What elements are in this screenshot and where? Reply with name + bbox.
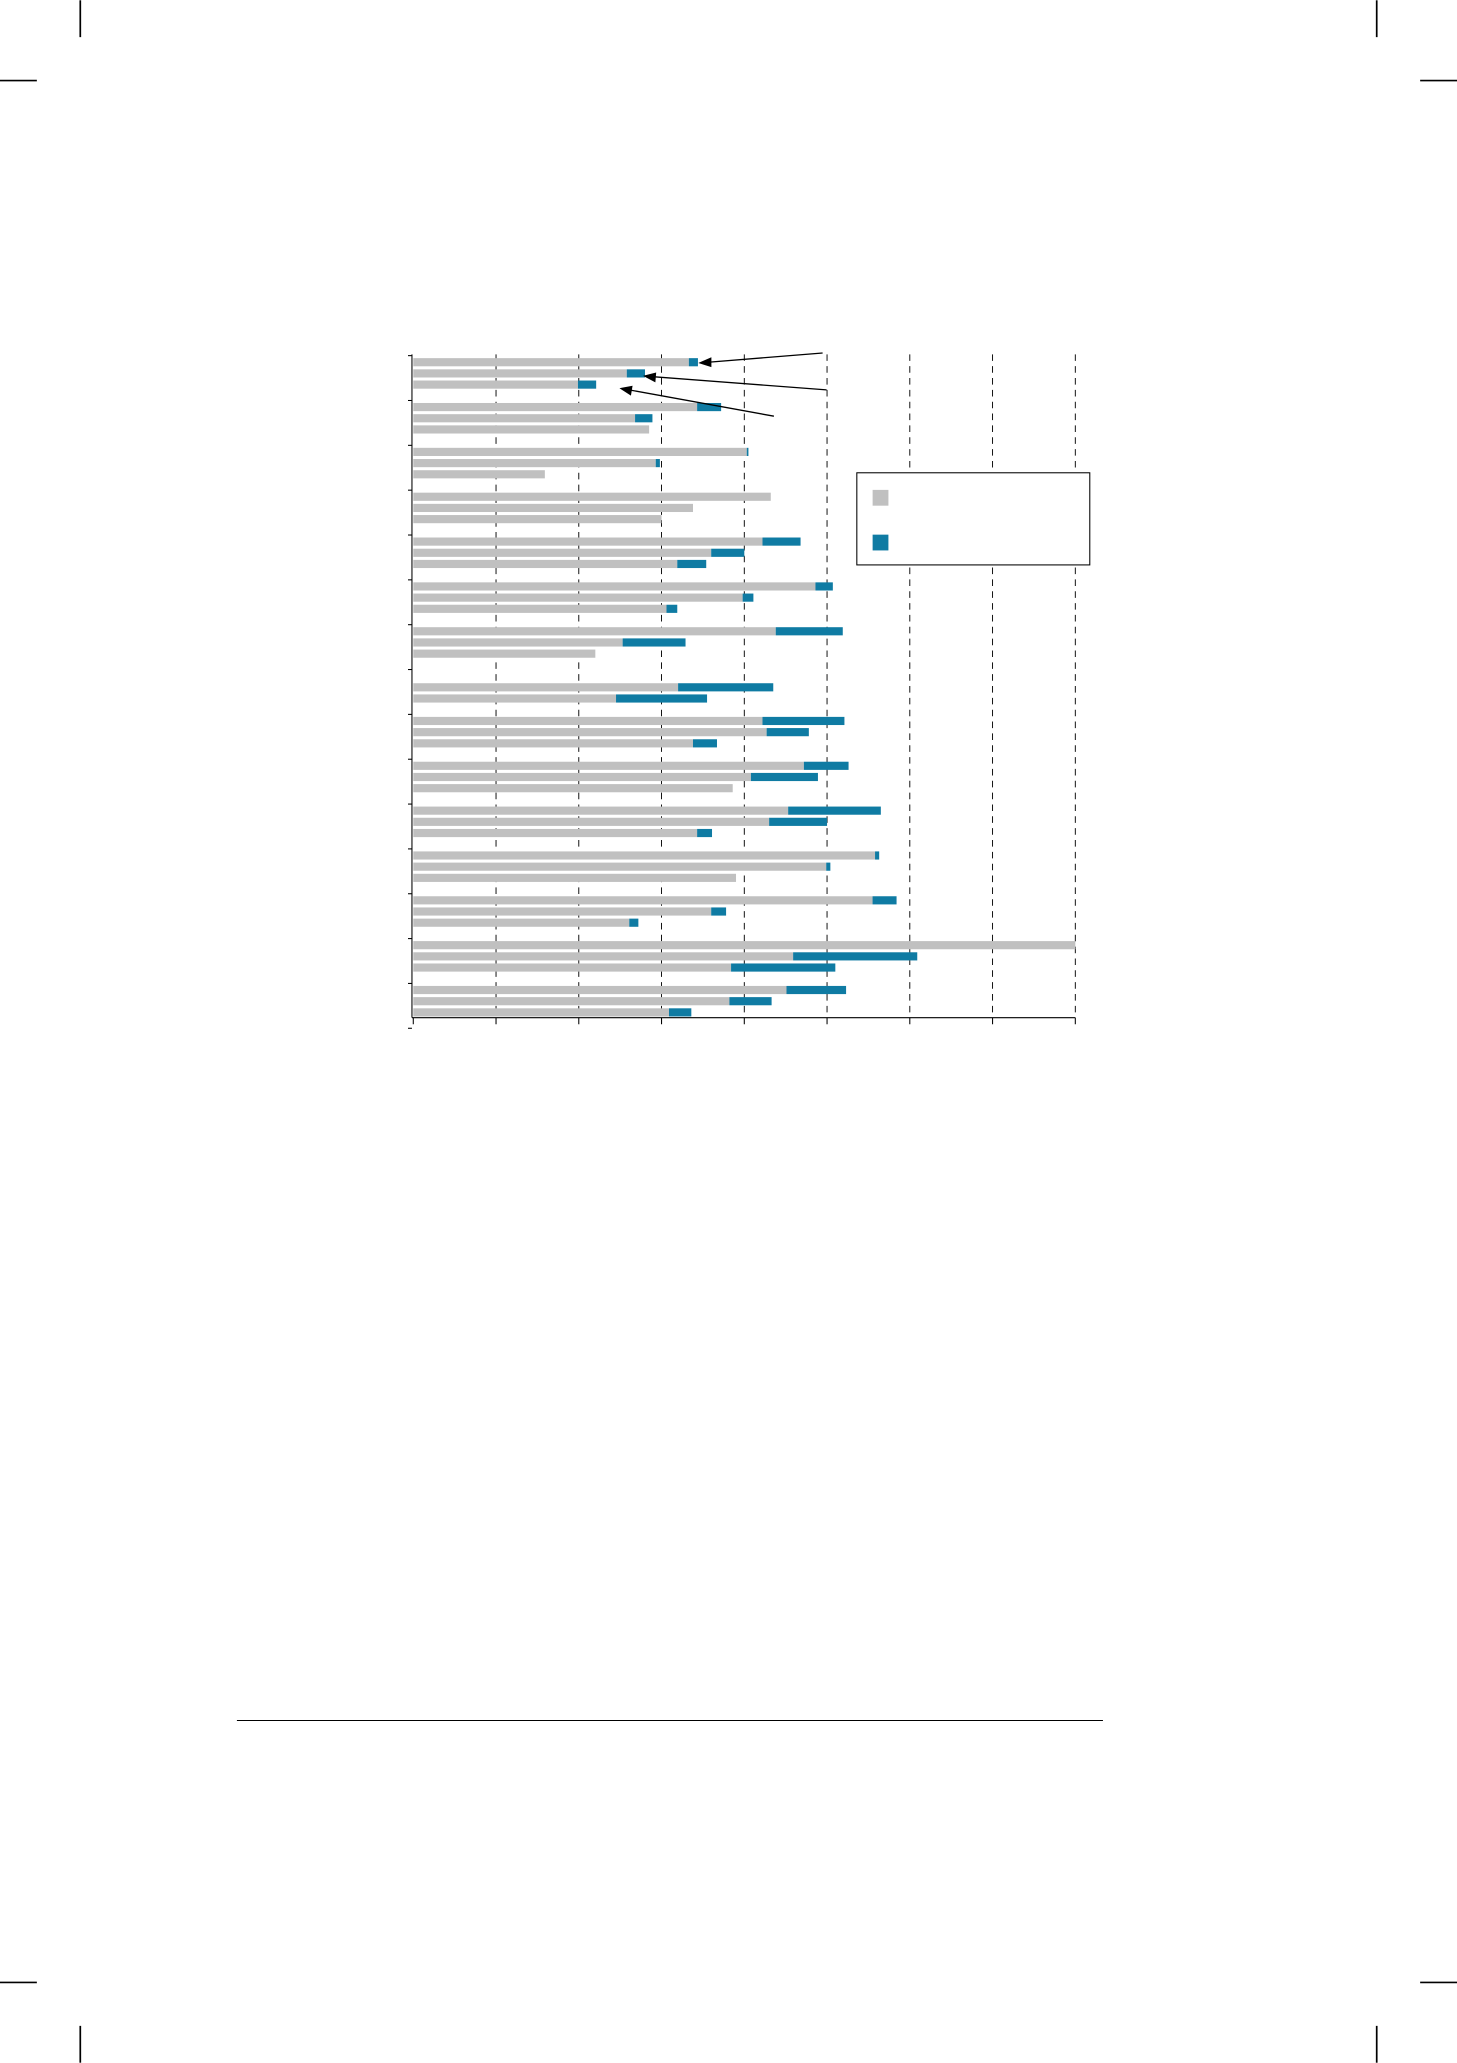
bar-segment (668, 1008, 692, 1017)
bar-segment (413, 985, 787, 995)
bar-segment (711, 548, 745, 557)
bar-segment (413, 851, 876, 860)
bar-segment (413, 761, 804, 770)
bar-segment (413, 638, 623, 647)
bar-segment (413, 425, 650, 434)
bar-segment (413, 941, 1076, 950)
bar-segment (746, 447, 749, 456)
bar-segment (413, 997, 730, 1006)
bar-segment (762, 716, 845, 726)
bar-segment (413, 380, 578, 389)
bar-segment (697, 402, 722, 412)
bar-segment (629, 918, 639, 927)
bar-segment (413, 728, 767, 737)
bar-segment (766, 728, 809, 737)
bar-segment (815, 582, 833, 591)
bar-segment (413, 627, 776, 636)
bar-segment (678, 683, 774, 692)
bar-segment (577, 380, 597, 389)
bar-segment (826, 862, 831, 871)
bar-segment (616, 694, 708, 703)
bar-segment (413, 369, 627, 378)
bar-segment (413, 515, 662, 524)
bar-segment (711, 907, 727, 916)
bar-segment (413, 548, 712, 557)
bar-segment (635, 414, 653, 423)
bar-segment (762, 537, 801, 546)
bar-segment (413, 459, 656, 468)
bar-segment (413, 806, 789, 815)
bar-segment (413, 447, 747, 456)
bar-segment (413, 862, 827, 871)
bar-segment (750, 772, 818, 782)
bar-segment (413, 873, 737, 882)
bar-segment (413, 716, 763, 726)
bar-segment (786, 985, 847, 995)
bar-segment (793, 952, 918, 961)
bar-segment (769, 817, 828, 826)
bar-segment (622, 638, 686, 647)
bar-segment (666, 604, 678, 613)
bar-segment (413, 683, 679, 692)
bar-segment (413, 952, 794, 961)
bar-segment (775, 627, 843, 636)
annotation-arrows (619, 352, 827, 417)
bar-segment (688, 358, 698, 367)
bar-segment (413, 694, 617, 703)
bar-segment (677, 559, 707, 569)
bar-segment (413, 649, 596, 658)
bar-segment (626, 369, 645, 378)
bar-segment (413, 739, 693, 748)
bar-segment (413, 593, 743, 602)
bar-segment (413, 896, 873, 905)
bar-segment (788, 806, 881, 815)
legend-swatch (872, 534, 889, 551)
bar-segment (413, 358, 689, 367)
bar-segment (413, 559, 678, 569)
bar-segment (413, 414, 636, 423)
bar-segment (413, 784, 733, 793)
bar-segment (803, 761, 849, 770)
bar-segment (413, 918, 630, 927)
bar-segment (413, 503, 693, 513)
bar-segment (413, 470, 545, 479)
bar-segment (413, 492, 771, 501)
bar-segment (413, 582, 816, 591)
bar-segment (872, 896, 897, 905)
bar-segment (413, 1008, 669, 1017)
legend (856, 472, 1091, 566)
legend-box (856, 472, 1091, 566)
bar-segment (731, 963, 836, 972)
bar-segment (742, 593, 754, 602)
legend-swatch (872, 489, 889, 506)
bar-segment (413, 817, 770, 826)
bar-segment (413, 402, 698, 412)
bar-segment (413, 772, 751, 782)
bar-segment (729, 997, 772, 1006)
bar-segment (413, 963, 732, 972)
bar-segment (413, 828, 698, 838)
bar-segment (697, 828, 713, 838)
bar-segment (413, 907, 712, 916)
bar-segment (413, 537, 763, 546)
bar-segment (655, 459, 660, 468)
bar-segment (875, 851, 880, 860)
plot (408, 354, 1076, 1029)
bar-segment (692, 739, 717, 748)
bar-segment (413, 604, 667, 613)
